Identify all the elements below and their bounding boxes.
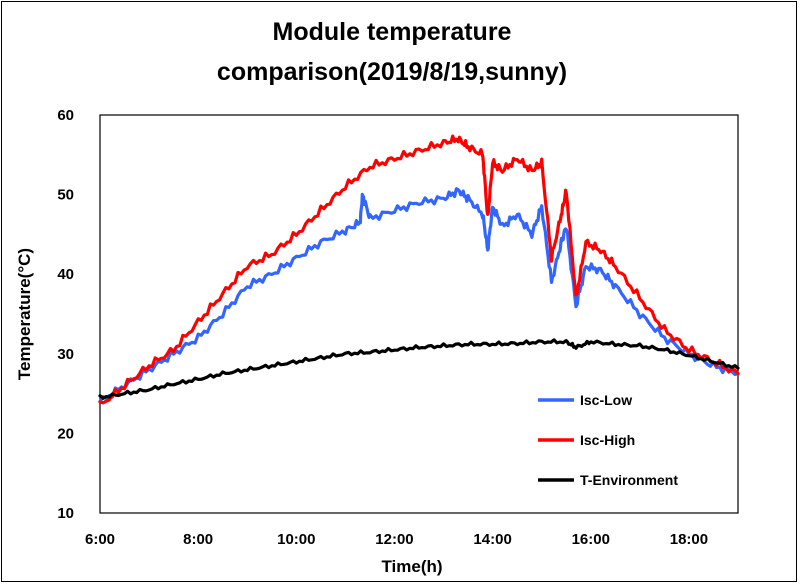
x-axis-label: Time(h) — [381, 557, 442, 576]
legend-label: Isc-High — [580, 432, 635, 448]
y-tick-label: 50 — [57, 187, 74, 204]
y-tick-label: 30 — [57, 346, 74, 363]
y-axis-label: Temperature(°C) — [15, 248, 34, 380]
series-line-t-environment — [98, 338, 740, 400]
y-tick-label: 60 — [57, 107, 74, 124]
x-tick-label: 16:00 — [572, 531, 610, 548]
x-tick-label: 14:00 — [473, 531, 511, 548]
y-tick-label: 20 — [57, 425, 74, 442]
legend: Isc-Low Isc-High T-Environment — [538, 392, 678, 488]
x-tick-label: 6:00 — [85, 531, 115, 548]
y-tick-label: 40 — [57, 266, 74, 283]
plot-area-border — [99, 114, 739, 514]
legend-label: T-Environment — [580, 472, 678, 488]
x-tick-label: 8:00 — [183, 531, 213, 548]
series-line-isc-high — [98, 134, 740, 405]
series-line-isc-low — [98, 187, 740, 404]
chart-title-line-1: Module temperature — [273, 18, 512, 46]
x-tick-label: 10:00 — [277, 531, 315, 548]
y-tick-label: 10 — [57, 505, 74, 522]
x-tick-label: 18:00 — [670, 531, 708, 548]
x-tick-label: 12:00 — [375, 531, 413, 548]
legend-label: Isc-Low — [580, 392, 632, 408]
chart-title-line-2: comparison(2019/8/19,sunny) — [217, 58, 567, 86]
